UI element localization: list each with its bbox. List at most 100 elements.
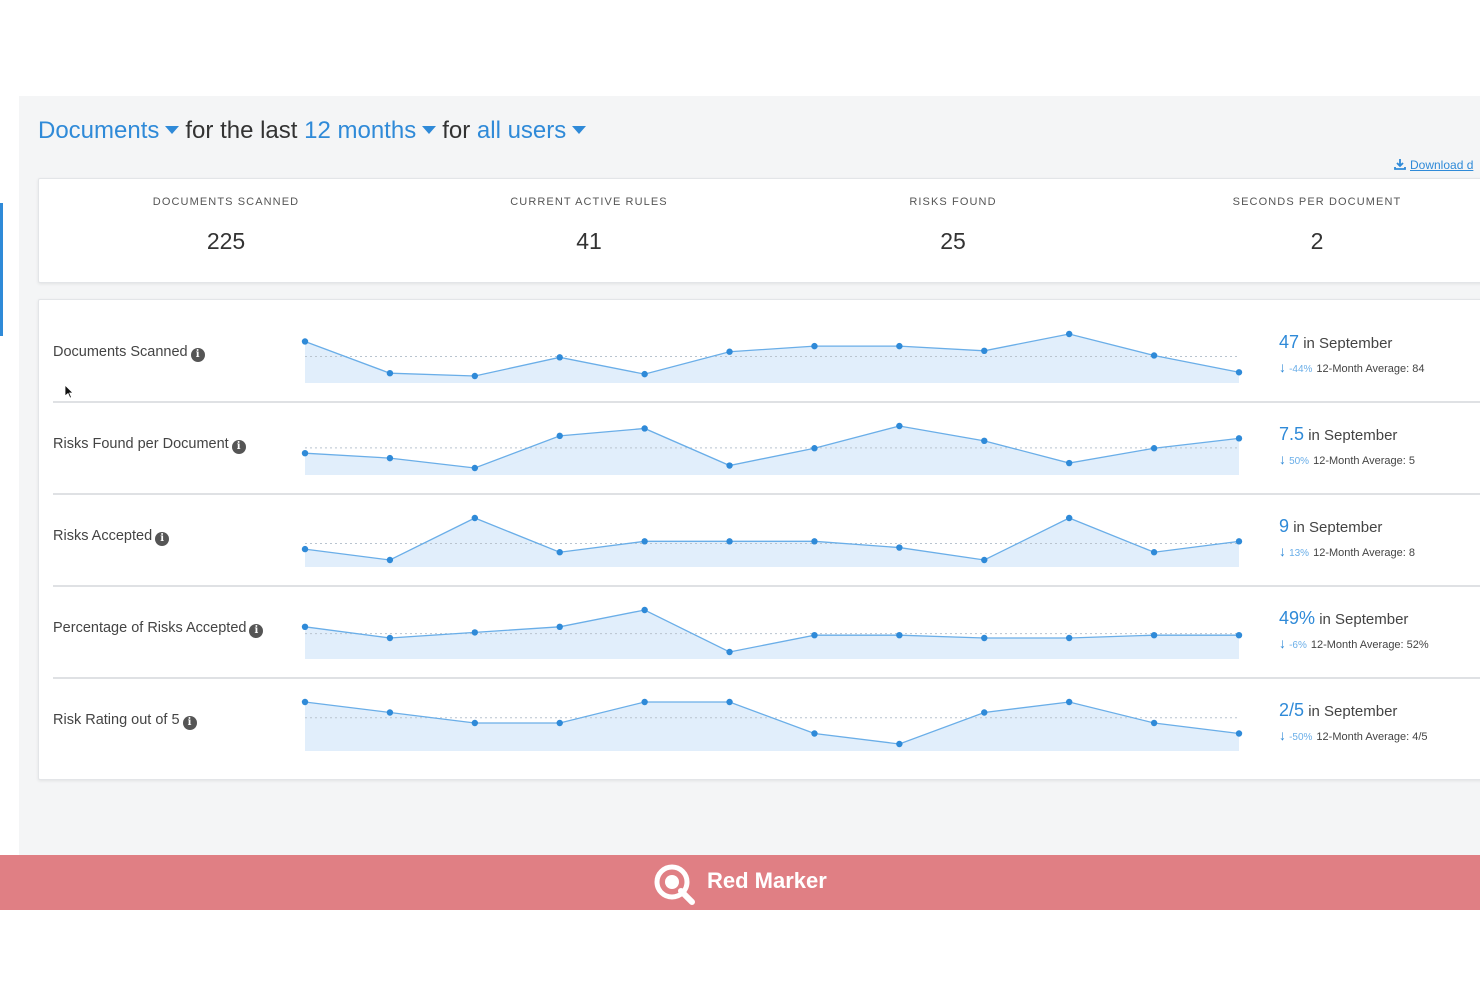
data-point[interactable] <box>1065 698 1073 706</box>
caret-down-icon <box>165 125 180 134</box>
data-point[interactable] <box>811 342 818 350</box>
data-point[interactable] <box>896 632 903 639</box>
sparkline-area <box>305 702 1239 751</box>
period-dropdown[interactable]: 12 months <box>304 117 442 144</box>
data-point[interactable] <box>1065 634 1073 642</box>
data-point[interactable] <box>981 347 988 354</box>
data-point[interactable] <box>811 632 818 639</box>
sparkline-area <box>305 426 1239 475</box>
data-point[interactable] <box>641 538 648 545</box>
metric-change: -50% <box>1289 732 1313 743</box>
data-point[interactable] <box>1150 632 1158 639</box>
data-point[interactable] <box>641 606 648 614</box>
metric-row-percentage-of-risks-accepted: Percentage of Risks Accepted i 49% in Sep… <box>53 586 1480 678</box>
data-point[interactable] <box>1150 719 1158 727</box>
data-point[interactable] <box>726 348 733 355</box>
data-point[interactable] <box>301 449 309 457</box>
row-divider <box>53 401 1480 403</box>
metric-period: in September <box>1293 519 1383 536</box>
data-point[interactable] <box>641 425 648 432</box>
data-point[interactable] <box>556 719 563 727</box>
data-point[interactable] <box>386 454 394 462</box>
metric-current-value: 47 <box>1279 332 1300 352</box>
data-point[interactable] <box>811 445 818 452</box>
data-point[interactable] <box>471 372 479 380</box>
filter-sentence: Documents for the last 12 months for all u… <box>38 117 592 145</box>
caret-down-icon <box>572 125 587 134</box>
sparkline-risks-found-per-document <box>301 422 1243 475</box>
download-icon <box>1394 159 1406 170</box>
data-point[interactable] <box>811 538 818 545</box>
data-point[interactable] <box>1150 352 1158 359</box>
data-point[interactable] <box>386 709 394 716</box>
data-point[interactable] <box>981 556 988 564</box>
data-point[interactable] <box>1235 369 1243 376</box>
data-point[interactable] <box>1065 514 1073 522</box>
metric-summary: 49% in September ↓ -6% 12-Month Average: … <box>1279 608 1429 651</box>
data-point[interactable] <box>556 623 563 630</box>
data-point[interactable] <box>641 698 648 706</box>
row-divider <box>53 677 1480 679</box>
data-point[interactable] <box>981 709 988 716</box>
metric-label: Risks Accepted i <box>53 528 170 546</box>
metric-period: in September <box>1308 703 1398 720</box>
data-point[interactable] <box>726 462 733 469</box>
stat-label: RISKS FOUND <box>909 196 997 208</box>
metric-label-text: Risk Rating out of 5 <box>53 712 180 728</box>
data-point[interactable] <box>896 544 903 551</box>
sparkline-risk-rating <box>301 698 1243 751</box>
data-point[interactable] <box>1235 435 1243 442</box>
data-point[interactable] <box>726 538 733 545</box>
data-point[interactable] <box>1065 459 1073 467</box>
data-point[interactable] <box>1150 445 1158 452</box>
info-icon[interactable]: i <box>182 716 197 730</box>
data-point[interactable] <box>726 698 733 706</box>
data-point[interactable] <box>471 464 479 472</box>
metric-row-risks-found-per-document: Risks Found per Document i 7.5 in Septemb… <box>53 402 1480 494</box>
download-data-link[interactable]: Download d <box>1394 158 1473 172</box>
info-icon[interactable]: i <box>155 532 170 546</box>
sparkline-line <box>304 517 1240 561</box>
metric-period: in September <box>1303 335 1393 352</box>
data-point[interactable] <box>471 719 479 727</box>
data-point[interactable] <box>981 437 988 445</box>
data-point[interactable] <box>556 354 563 361</box>
data-point[interactable] <box>896 740 903 748</box>
data-point[interactable] <box>726 648 733 656</box>
info-icon[interactable]: i <box>249 624 264 638</box>
data-point[interactable] <box>1065 330 1073 338</box>
metric-label-text: Risks Found per Document <box>53 436 229 452</box>
data-point[interactable] <box>556 549 563 556</box>
data-point[interactable] <box>981 634 988 642</box>
data-point[interactable] <box>896 422 903 430</box>
data-point[interactable] <box>386 634 394 642</box>
data-point[interactable] <box>1150 549 1158 556</box>
data-point[interactable] <box>301 698 309 706</box>
metric-label: Risks Found per Document i <box>53 436 246 454</box>
data-point[interactable] <box>471 629 479 636</box>
data-point[interactable] <box>811 730 818 737</box>
data-point[interactable] <box>896 342 903 350</box>
mouse-cursor-icon <box>65 385 74 399</box>
data-point[interactable] <box>386 370 394 377</box>
data-point[interactable] <box>301 545 309 553</box>
entity-dropdown[interactable]: Documents <box>38 117 185 144</box>
data-point[interactable] <box>301 338 309 345</box>
data-point[interactable] <box>301 623 309 630</box>
data-point[interactable] <box>1235 538 1243 545</box>
arrow-down-icon: ↓ <box>1279 451 1286 467</box>
info-icon[interactable]: i <box>231 440 246 454</box>
data-point[interactable] <box>556 432 563 440</box>
info-icon[interactable]: i <box>190 348 205 362</box>
users-dropdown[interactable]: all users <box>477 117 592 144</box>
data-point[interactable] <box>1235 632 1243 639</box>
data-point[interactable] <box>471 514 479 522</box>
metric-period: in September <box>1308 427 1398 444</box>
data-point[interactable] <box>386 556 394 564</box>
download-link-label: Download d <box>1410 158 1474 172</box>
data-point[interactable] <box>1235 730 1243 737</box>
data-point[interactable] <box>641 370 648 378</box>
